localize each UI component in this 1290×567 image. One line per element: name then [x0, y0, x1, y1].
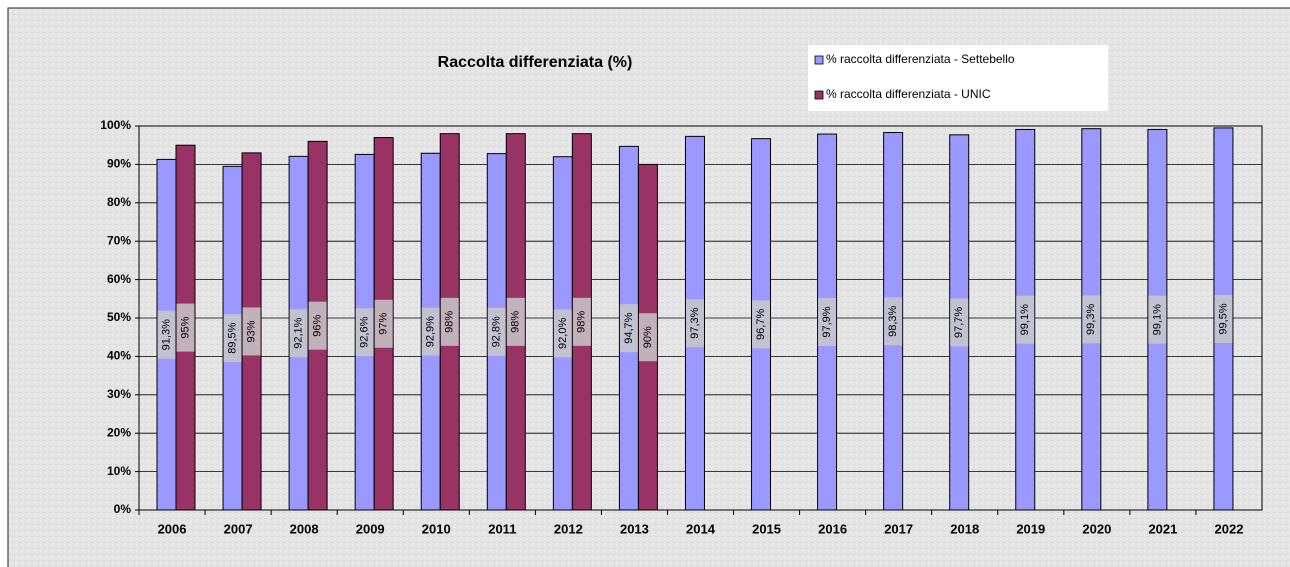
y-tick-label: 60%	[107, 272, 131, 286]
x-tick-label: 2013	[620, 521, 649, 536]
x-tick-label: 2020	[1082, 521, 1111, 536]
data-label-bg	[223, 314, 242, 363]
data-label: 97,9%	[821, 306, 833, 337]
data-label-bg	[355, 308, 374, 357]
data-label-bg	[487, 307, 506, 356]
x-tick-label: 2022	[1215, 521, 1244, 536]
data-label: 98%	[576, 311, 588, 333]
x-tick-label: 2017	[884, 521, 913, 536]
x-tick-label: 2019	[1016, 521, 1045, 536]
data-label: 93%	[245, 320, 257, 342]
legend-label: % raccolta differenziata - UNIC	[826, 87, 991, 101]
data-label-bg	[176, 303, 195, 352]
legend-swatch	[814, 55, 824, 65]
data-label: 92,9%	[425, 316, 437, 347]
data-label: 98%	[510, 311, 522, 333]
data-label-bg	[685, 299, 704, 348]
data-label-bg	[157, 310, 176, 359]
data-label-bg	[374, 299, 393, 348]
y-tick-label: 70%	[107, 233, 131, 247]
data-label: 92,8%	[491, 316, 503, 347]
data-label: 89,5%	[226, 322, 238, 353]
data-label: 98%	[444, 311, 456, 333]
data-label: 92,0%	[557, 318, 569, 349]
data-label: 92,1%	[293, 317, 305, 348]
x-tick-label: 2015	[752, 521, 781, 536]
x-tick-label: 2006	[158, 521, 187, 536]
data-label-bg	[553, 309, 572, 358]
data-label: 98,3%	[887, 305, 899, 336]
x-tick-label: 2011	[488, 521, 516, 536]
data-label-bg	[572, 297, 591, 346]
data-label: 96%	[312, 314, 324, 336]
legend-swatch	[814, 90, 824, 100]
data-label-bg	[638, 313, 657, 362]
data-label-bg	[308, 301, 327, 350]
y-tick-label: 30%	[107, 387, 131, 401]
x-tick-label: 2016	[818, 521, 847, 536]
y-tick-label: 90%	[107, 157, 131, 171]
data-label: 99,5%	[1217, 303, 1229, 334]
data-label-bg	[506, 297, 525, 346]
data-label: 99,1%	[1151, 304, 1163, 335]
data-label: 90%	[642, 326, 654, 348]
y-tick-label: 50%	[107, 310, 131, 324]
data-label-bg	[440, 297, 459, 346]
data-label-bg	[1214, 294, 1233, 343]
data-label: 99,1%	[1019, 304, 1031, 335]
data-label: 94,7%	[623, 312, 635, 343]
data-label: 96,7%	[755, 309, 767, 340]
data-label: 92,6%	[359, 316, 371, 347]
data-label-bg	[818, 298, 837, 347]
x-tick-label: 2014	[686, 521, 716, 536]
x-tick-label: 2009	[356, 521, 385, 536]
y-tick-label: 0%	[114, 502, 132, 516]
data-label-bg	[950, 298, 969, 347]
y-tick-label: 80%	[107, 195, 131, 209]
y-tick-label: 10%	[107, 464, 131, 478]
y-tick-label: 100%	[100, 118, 131, 132]
y-tick-label: 40%	[107, 349, 131, 363]
data-label-bg	[884, 297, 903, 346]
y-tick-label: 20%	[107, 425, 131, 439]
data-label: 91,3%	[160, 319, 172, 350]
data-label-bg	[242, 307, 261, 356]
data-label: 95%	[179, 316, 191, 338]
data-label: 99,3%	[1085, 304, 1097, 335]
data-label-bg	[289, 309, 308, 358]
x-tick-label: 2010	[422, 521, 451, 536]
data-label-bg	[1148, 295, 1167, 344]
x-tick-label: 2007	[224, 521, 253, 536]
data-label-bg	[619, 304, 638, 353]
x-tick-label: 2018	[950, 521, 979, 536]
x-tick-label: 2008	[290, 521, 319, 536]
legend-label: % raccolta differenziata - Settebello	[826, 52, 1015, 66]
data-label-bg	[1082, 295, 1101, 344]
data-label-bg	[1016, 295, 1035, 344]
x-tick-label: 2012	[554, 521, 583, 536]
legend	[808, 45, 1108, 111]
data-label-bg	[421, 307, 440, 356]
data-label-bg	[752, 300, 771, 349]
data-label: 97%	[378, 313, 390, 335]
x-tick-label: 2021	[1148, 521, 1177, 536]
chart-title: Raccolta differenziata (%)	[438, 54, 633, 71]
data-label: 97,3%	[689, 307, 701, 338]
data-label: 97,7%	[953, 307, 965, 338]
